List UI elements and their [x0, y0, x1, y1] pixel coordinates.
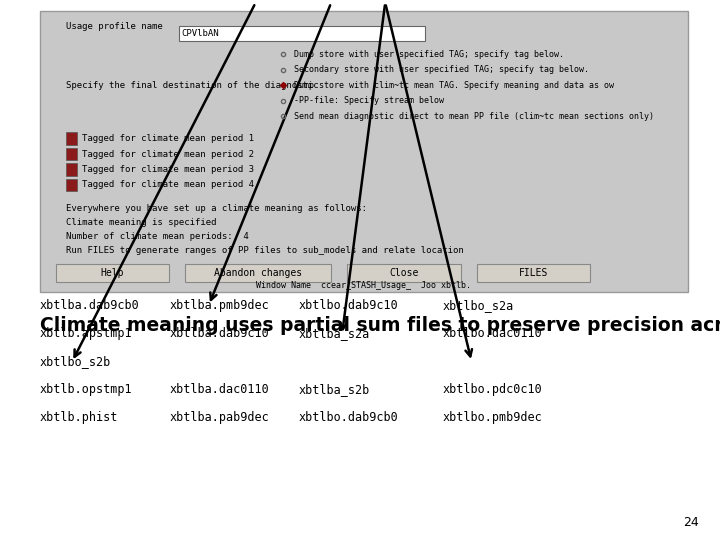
Text: Window Name  ccear_STASH_Usage_  Joo xbtlb.: Window Name ccear_STASH_Usage_ Joo xbtlb…: [256, 281, 471, 291]
Text: xbtlbo.dab9cb0: xbtlbo.dab9cb0: [299, 411, 399, 424]
Text: Run FILES to generate ranges of PP files to sub_models and relate location: Run FILES to generate ranges of PP files…: [66, 246, 463, 255]
Text: Abandon changes: Abandon changes: [215, 268, 302, 278]
Text: Dump store with user specified TAG; specify tag below.: Dump store with user specified TAG; spec…: [294, 50, 564, 59]
Text: -PP-file: Specify stream below: -PP-file: Specify stream below: [294, 96, 444, 105]
FancyBboxPatch shape: [347, 264, 461, 282]
Text: xbtlb.opstmp1: xbtlb.opstmp1: [40, 383, 132, 396]
Text: Tagged for climate mean period 3: Tagged for climate mean period 3: [82, 165, 253, 174]
Text: xbtlba.dab9c10: xbtlba.dab9c10: [169, 327, 269, 340]
Text: xbtlba.pmb9dec: xbtlba.pmb9dec: [169, 299, 269, 312]
Text: Usage profile name: Usage profile name: [66, 22, 162, 31]
FancyBboxPatch shape: [66, 179, 77, 191]
Text: xbtlbo.pdc0c10: xbtlbo.pdc0c10: [443, 383, 543, 396]
Text: Secondary store with user specified TAG; specify tag below.: Secondary store with user specified TAG;…: [294, 65, 589, 75]
Text: Dump store with clim~tc mean TAG. Specify meaning and data as ow: Dump store with clim~tc mean TAG. Specif…: [294, 80, 614, 90]
Text: Tagged for climate mean period 1: Tagged for climate mean period 1: [82, 134, 253, 143]
Text: FILES: FILES: [519, 268, 549, 278]
FancyBboxPatch shape: [56, 264, 169, 282]
FancyBboxPatch shape: [179, 25, 425, 41]
Text: xbtlbo_s2a: xbtlbo_s2a: [443, 299, 514, 312]
Text: CPVlbAN: CPVlbAN: [181, 29, 220, 38]
Text: Send mean diagnostic direct to mean PP file (clim~tc mean sections only): Send mean diagnostic direct to mean PP f…: [294, 112, 654, 120]
Text: Tagged for climate mean period 4: Tagged for climate mean period 4: [82, 180, 253, 190]
Text: Specify the final destination of the diagnostic: Specify the final destination of the dia…: [66, 80, 318, 90]
Text: Everywhere you have set up a climate meaning as follows:: Everywhere you have set up a climate mea…: [66, 204, 366, 213]
FancyBboxPatch shape: [40, 11, 688, 292]
Text: xbtlb.apstmp1: xbtlb.apstmp1: [40, 327, 132, 340]
Text: xbtlb.phist: xbtlb.phist: [40, 411, 118, 424]
Text: Number of climate mean periods:  4: Number of climate mean periods: 4: [66, 232, 248, 241]
Text: 24: 24: [683, 516, 698, 529]
FancyBboxPatch shape: [66, 163, 77, 176]
Text: xbtlba.dab9cb0: xbtlba.dab9cb0: [40, 299, 140, 312]
Text: Help: Help: [101, 268, 125, 278]
Text: xbtlba.pab9dec: xbtlba.pab9dec: [169, 411, 269, 424]
Text: xbtlba.dac0110: xbtlba.dac0110: [169, 383, 269, 396]
Text: xbtlbo.pmb9dec: xbtlbo.pmb9dec: [443, 411, 543, 424]
FancyBboxPatch shape: [186, 264, 331, 282]
Text: Close: Close: [390, 268, 419, 278]
Text: xbtlba_s2a: xbtlba_s2a: [299, 327, 370, 340]
Text: xbtlbo.dac0110: xbtlbo.dac0110: [443, 327, 543, 340]
Text: Tagged for climate mean period 2: Tagged for climate mean period 2: [82, 150, 253, 159]
FancyBboxPatch shape: [66, 148, 77, 160]
FancyBboxPatch shape: [66, 132, 77, 145]
Text: xbtlba_s2b: xbtlba_s2b: [299, 383, 370, 396]
Text: xbtlbo.dab9c10: xbtlbo.dab9c10: [299, 299, 399, 312]
Text: Climate meaning uses partial sum files to preserve precision across restarts: Climate meaning uses partial sum files t…: [40, 316, 720, 335]
Text: xbtlbo_s2b: xbtlbo_s2b: [40, 355, 111, 368]
Text: Climate meaning is specified: Climate meaning is specified: [66, 218, 216, 227]
FancyBboxPatch shape: [477, 264, 590, 282]
